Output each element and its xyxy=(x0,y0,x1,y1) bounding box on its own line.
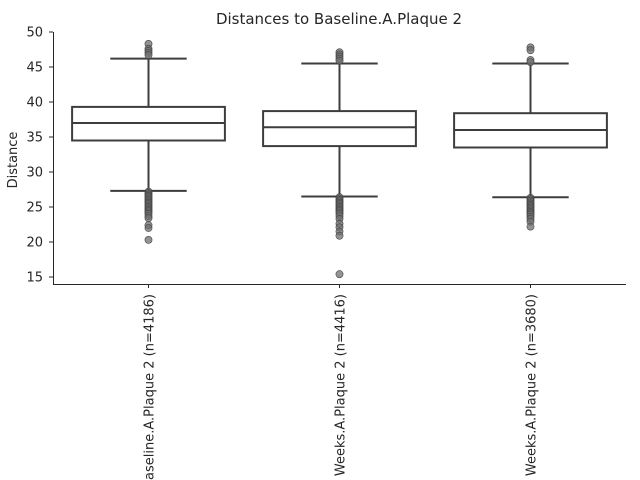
x-tick-label: Weeks.A.Plaque 2 (n=3680) xyxy=(525,294,540,476)
y-tick-label: 15 xyxy=(26,271,43,286)
outlier-point xyxy=(144,235,153,244)
outlier-point xyxy=(526,58,535,66)
x-tick-label: Baseline.A.Plaque 2 (n=4186) xyxy=(143,294,158,480)
x-tick-label: Weeks.A.Plaque 2 (n=4416) xyxy=(334,294,349,476)
plot-area xyxy=(71,40,608,279)
y-tick-label: 25 xyxy=(26,201,43,216)
outlier-point xyxy=(526,222,535,231)
outlier-point xyxy=(335,56,344,65)
y-tick-label: 35 xyxy=(26,131,43,146)
y-tick-label: 20 xyxy=(26,236,43,251)
outlier-point xyxy=(144,224,153,232)
y-axis-label: Distance xyxy=(6,132,21,189)
box-group xyxy=(262,48,417,279)
y-tick-label: 50 xyxy=(26,26,43,41)
outlier-point xyxy=(335,270,344,279)
y-tick-label: 40 xyxy=(26,96,43,111)
y-tick-label: 45 xyxy=(26,61,43,76)
outlier-point xyxy=(144,51,153,59)
chart-title: Distances to Baseline.A.Plaque 2 xyxy=(216,10,462,28)
outlier-point xyxy=(526,46,535,55)
box-group xyxy=(71,40,226,244)
outlier-point xyxy=(144,214,153,223)
y-tick-label: 30 xyxy=(26,166,43,181)
box-iqr xyxy=(262,110,417,148)
box-group xyxy=(453,43,608,231)
outlier-point xyxy=(335,231,344,240)
